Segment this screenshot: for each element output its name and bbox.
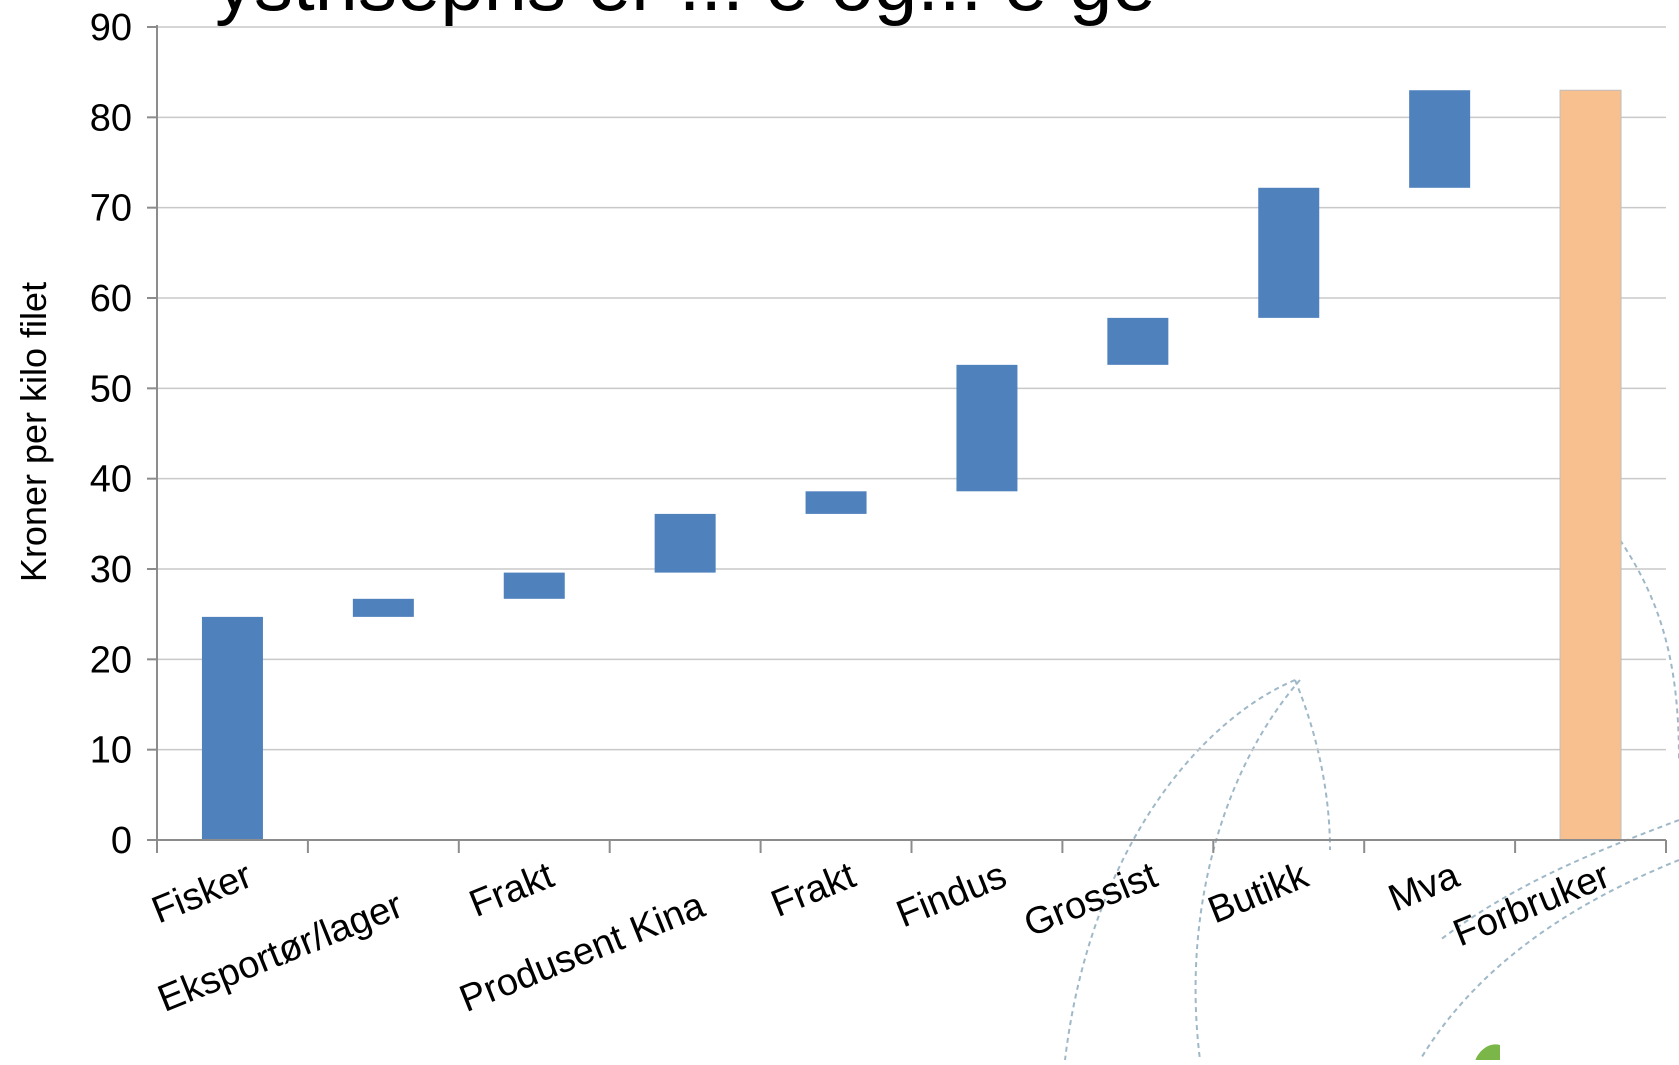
y-tick-label-60: 60 xyxy=(90,278,132,320)
x-category-label-2: Frakt xyxy=(464,854,560,926)
x-category-label-8: Mva xyxy=(1383,854,1466,920)
y-axis-title: Kroner per kilo filet xyxy=(13,282,54,582)
bar-0 xyxy=(201,616,263,840)
y-tick-labels: 0 10 20 30 40 50 60 70 80 90 xyxy=(90,7,132,862)
x-category-label-5: Findus xyxy=(891,854,1012,936)
decor-leaf xyxy=(1475,1044,1500,1063)
gridlines xyxy=(157,26,1666,751)
y-tick-label-30: 30 xyxy=(90,549,132,591)
y-tick-label-90: 90 xyxy=(90,7,132,49)
bar-3 xyxy=(654,513,716,573)
y-tick-label-80: 80 xyxy=(90,97,132,139)
axes xyxy=(147,25,1667,853)
decor-curve-0 xyxy=(1064,679,1296,1061)
decor-curve-4 xyxy=(1439,819,1679,941)
bar-6 xyxy=(1107,317,1169,365)
y-tick-label-0: 0 xyxy=(111,820,132,862)
x-category-label-6: Grossist xyxy=(1018,854,1163,945)
bar-5 xyxy=(956,364,1018,492)
cropped-title: ystrisepris er ... e og... e ge xyxy=(215,0,1156,27)
decor-curve-3 xyxy=(1619,539,1679,761)
y-tick-label-10: 10 xyxy=(90,730,132,772)
bar-7 xyxy=(1258,187,1320,318)
y-tick-label-40: 40 xyxy=(90,459,132,501)
bar-2 xyxy=(503,572,565,599)
decor-curve-1 xyxy=(1294,679,1331,851)
y-tick-label-70: 70 xyxy=(90,188,132,230)
bar-4 xyxy=(805,491,867,514)
bar-1 xyxy=(352,598,414,617)
bar-9 xyxy=(1559,89,1622,841)
y-tick-label-20: 20 xyxy=(90,639,132,681)
x-category-label-0: Fisker xyxy=(146,854,258,932)
bars xyxy=(201,89,1622,841)
x-category-label-9: Forbruker xyxy=(1447,854,1616,955)
bar-8 xyxy=(1409,90,1471,188)
x-category-label-4: Frakt xyxy=(765,854,861,926)
decor-curve-5 xyxy=(1419,859,1679,1061)
x-category-label-7: Butikk xyxy=(1202,854,1315,932)
y-tick-label-50: 50 xyxy=(90,368,132,410)
